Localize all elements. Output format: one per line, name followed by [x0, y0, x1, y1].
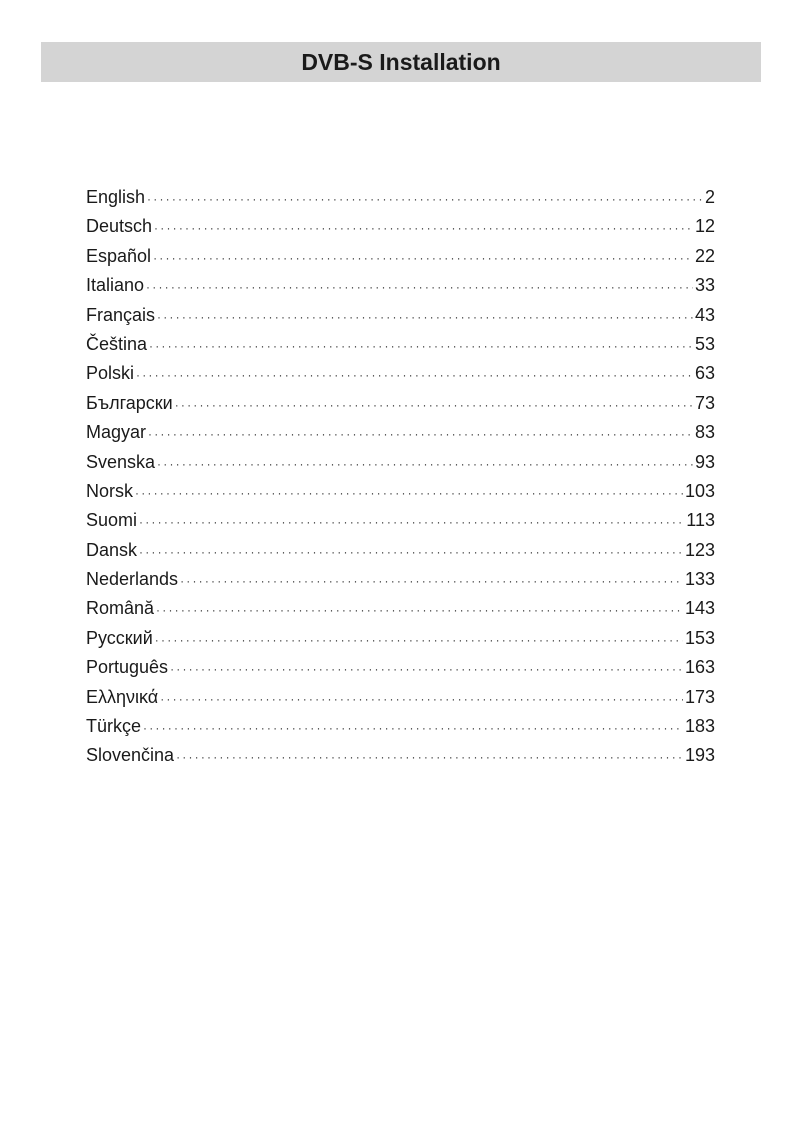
toc-entry-page: 193 — [684, 745, 715, 766]
dot-leader — [139, 538, 683, 567]
dot-leader — [146, 273, 693, 302]
toc-entry-label: Español — [86, 245, 152, 266]
toc-entry-label: Polski — [86, 363, 135, 384]
dot-leader — [135, 479, 683, 508]
toc-entry-label: Svenska — [86, 451, 156, 472]
toc-entry[interactable]: Deutsch 12 — [86, 212, 715, 241]
toc-entry[interactable]: Nederlands 133 — [86, 565, 715, 594]
toc-entry[interactable]: Română 143 — [86, 594, 715, 623]
toc-entry[interactable]: Slovenčina 193 — [86, 741, 715, 770]
dot-leader — [139, 508, 684, 537]
toc-entry-page: 123 — [684, 539, 715, 560]
toc-entry-label: Български — [86, 392, 173, 413]
dot-leader — [160, 685, 683, 714]
toc-entry-page: 153 — [684, 627, 715, 648]
toc-entry[interactable]: Norsk 103 — [86, 477, 715, 506]
toc-entry-page: 2 — [704, 187, 715, 207]
toc-entry[interactable]: Türkçe 183 — [86, 712, 715, 741]
toc-entry-label: Čeština — [86, 333, 148, 354]
toc-entry[interactable]: Suomi 113 — [86, 506, 715, 535]
toc-entry[interactable]: Dansk 123 — [86, 536, 715, 565]
toc-entry-label: English — [86, 187, 146, 207]
toc-entry-page: 93 — [694, 451, 715, 472]
dot-leader — [175, 391, 693, 420]
toc-entry-page: 53 — [694, 333, 715, 354]
toc-entry-page: 43 — [694, 304, 715, 325]
toc-entry-label: Italiano — [86, 275, 145, 296]
dot-leader — [154, 214, 693, 243]
toc-entry-page: 133 — [684, 569, 715, 590]
toc-entry-label: Slovenčina — [86, 745, 175, 766]
toc-entry-page: 163 — [684, 657, 715, 678]
toc-entry-page: 143 — [684, 598, 715, 619]
toc-entry[interactable]: Русский 153 — [86, 624, 715, 653]
toc-entry[interactable]: Čeština 53 — [86, 330, 715, 359]
toc-entry-label: Norsk — [86, 480, 134, 501]
toc-entry-label: Deutsch — [86, 216, 153, 237]
toc-entry[interactable]: Português 163 — [86, 653, 715, 682]
toc-entry[interactable]: Svenska 93 — [86, 448, 715, 477]
dot-leader — [148, 420, 693, 449]
toc-entry-page: 83 — [694, 422, 715, 443]
toc-entry-page: 183 — [684, 716, 715, 737]
dot-leader — [157, 450, 693, 479]
toc-entry-page: 73 — [694, 392, 715, 413]
table-of-contents: English 2 Deutsch 12 Español 22 Italiano 33 Fran… — [86, 183, 715, 771]
toc-entry-page: 22 — [694, 245, 715, 266]
dot-leader — [176, 743, 683, 772]
toc-entry-label: Français — [86, 304, 156, 325]
dot-leader — [156, 596, 683, 625]
toc-entry-label: Português — [86, 657, 169, 678]
dot-leader — [153, 244, 693, 273]
toc-entry[interactable]: Español 22 — [86, 242, 715, 271]
page-title: DVB-S Installation — [301, 48, 501, 75]
dot-leader — [180, 567, 683, 596]
toc-entry-label: Nederlands — [86, 569, 179, 590]
dot-leader — [143, 714, 683, 743]
dot-leader — [170, 655, 683, 684]
toc-entry-label: Ελληνικά — [86, 686, 159, 707]
toc-entry-page: 33 — [694, 275, 715, 296]
toc-entry-page: 173 — [684, 686, 715, 707]
toc-entry[interactable]: English 2 — [86, 183, 715, 212]
toc-entry-label: Dansk — [86, 539, 138, 560]
dot-leader — [147, 185, 703, 214]
toc-entry-label: Suomi — [86, 510, 138, 531]
toc-entry-label: Türkçe — [86, 716, 142, 737]
toc-entry[interactable]: Polski 63 — [86, 359, 715, 388]
toc-entry[interactable]: Français 43 — [86, 301, 715, 330]
toc-entry[interactable]: Italiano 33 — [86, 271, 715, 300]
toc-entry-label: Русский — [86, 627, 153, 648]
toc-entry[interactable]: Български 73 — [86, 389, 715, 418]
toc-entry-page: 103 — [684, 480, 715, 501]
dot-leader — [136, 361, 693, 390]
toc-entry-label: Română — [86, 598, 155, 619]
toc-entry-page: 12 — [694, 216, 715, 237]
toc-entry-page: 63 — [694, 363, 715, 384]
toc-entry[interactable]: Ελληνικά 173 — [86, 683, 715, 712]
dot-leader — [157, 303, 693, 332]
toc-entry[interactable]: Magyar 83 — [86, 418, 715, 447]
title-bar: DVB-S Installation — [41, 42, 761, 82]
dot-leader — [155, 626, 683, 655]
toc-entry-page: 113 — [686, 510, 715, 531]
dot-leader — [149, 332, 693, 361]
toc-entry-label: Magyar — [86, 422, 147, 443]
